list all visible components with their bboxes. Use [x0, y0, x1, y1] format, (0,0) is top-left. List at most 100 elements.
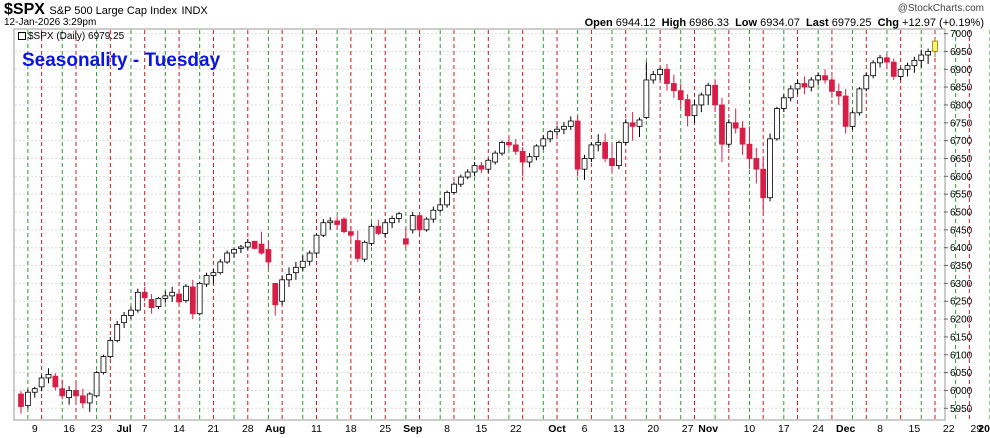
index-name: S&P 500 Large Cap Index	[49, 5, 177, 17]
candle-body	[444, 191, 450, 206]
candle-body	[389, 218, 395, 224]
x-tick-label: 24	[812, 423, 824, 435]
x-tick-label: 18	[345, 423, 357, 435]
plot-frame	[13, 28, 946, 421]
candle-body	[402, 238, 409, 245]
candle-body	[368, 225, 375, 244]
candle-body	[801, 83, 808, 88]
candle-body	[609, 158, 615, 167]
candle-body	[217, 261, 224, 274]
open-value: 6944.12	[615, 17, 656, 29]
y-tick-label: 6050	[950, 368, 973, 379]
legend-text: $SPX (Daily) 6979.25	[28, 31, 125, 42]
candle-body	[45, 373, 52, 379]
candle-body	[416, 215, 423, 231]
candle-body	[657, 68, 663, 76]
candle-body	[849, 112, 856, 127]
candle-body	[533, 145, 540, 158]
candle-body	[423, 218, 430, 231]
candle-body	[622, 122, 629, 143]
candle-body	[224, 252, 231, 263]
series-legend: $SPX (Daily) 6979.25	[18, 31, 124, 42]
candle-body	[890, 61, 897, 77]
candle-body	[842, 95, 849, 127]
candle-body	[650, 74, 657, 81]
candle-body	[59, 388, 66, 397]
candle-body	[265, 249, 272, 263]
candle-body	[38, 377, 45, 388]
candle-body	[279, 279, 286, 302]
candle-body	[677, 90, 684, 100]
x-tick-label: 29	[970, 423, 982, 435]
candle-body	[554, 128, 560, 133]
high-label: High	[661, 17, 687, 29]
candle-body	[396, 213, 402, 219]
x-tick-label: 13	[613, 423, 625, 435]
last-label: Last	[806, 17, 829, 29]
candle-body	[478, 165, 485, 170]
candle-body	[547, 131, 554, 140]
candle-body	[643, 79, 650, 118]
x-tick-label: 15	[909, 423, 921, 435]
candle-body	[451, 183, 457, 193]
candle-body	[856, 88, 863, 114]
exchange: INDX	[181, 5, 208, 17]
candle-body	[409, 215, 416, 231]
candle-body	[286, 274, 292, 281]
candle-body	[334, 220, 340, 225]
x-tick-label: 16	[63, 423, 75, 435]
candle-body	[863, 75, 870, 90]
x-tick-label: 15	[476, 423, 488, 435]
candle-body	[114, 324, 121, 341]
candle-body	[574, 120, 581, 170]
candle-body	[877, 57, 883, 64]
candle-body	[918, 54, 925, 61]
y-tick-label: 6250	[950, 297, 973, 308]
candle-body	[169, 291, 176, 297]
ticker-line: $SPX S&P 500 Large Cap Index INDX	[4, 1, 208, 19]
candle-body	[203, 275, 210, 285]
candle-body	[79, 395, 86, 404]
candle-body	[602, 142, 609, 159]
candle-body	[210, 272, 217, 276]
candle-body	[719, 104, 725, 145]
x-tick-label: Sep	[403, 423, 422, 435]
candle-body	[787, 88, 794, 99]
candle-body	[670, 83, 677, 92]
legend-swatch	[18, 32, 26, 41]
candle-body	[712, 84, 718, 106]
candle-body	[561, 125, 567, 130]
y-tick-label: 6350	[950, 261, 973, 272]
candle-body	[251, 240, 258, 249]
x-tick-label: 7	[142, 423, 148, 435]
candle-body	[595, 142, 602, 146]
x-axis: 9 16 23 Jul 7 14 21 28 Aug 11 18 25 Sep 8 15 22 Oct 6 13 20…	[32, 423, 990, 435]
candle-body	[588, 144, 595, 159]
candle-body	[430, 209, 437, 220]
candle-body	[911, 59, 918, 67]
candle-body	[66, 390, 72, 398]
y-tick-label: 6900	[950, 65, 973, 76]
candle-body	[183, 285, 189, 301]
y-tick-label: 6150	[950, 332, 973, 343]
x-tick-label: 22	[510, 423, 522, 435]
candle-body	[753, 158, 760, 170]
y-tick-label: 6100	[950, 350, 973, 361]
candle-body	[629, 122, 636, 127]
candle-body	[375, 225, 382, 234]
x-tick-label: 27	[682, 423, 694, 435]
candle-body	[141, 291, 148, 299]
candle-body	[313, 234, 320, 254]
candle-body	[636, 119, 643, 127]
y-tick-label: 6400	[950, 243, 973, 254]
y-tick-label: 5950	[950, 404, 973, 415]
x-tick-label: 28	[242, 423, 254, 435]
last-value: 6979.25	[831, 17, 872, 29]
candles	[18, 38, 938, 414]
candle-body	[870, 62, 877, 77]
candle-body	[664, 68, 670, 84]
candle-body	[616, 142, 622, 167]
x-tick-label: 11	[311, 423, 322, 435]
copyright: @StockCharts.com	[897, 3, 984, 14]
x-tick-label: Dec	[836, 423, 855, 435]
